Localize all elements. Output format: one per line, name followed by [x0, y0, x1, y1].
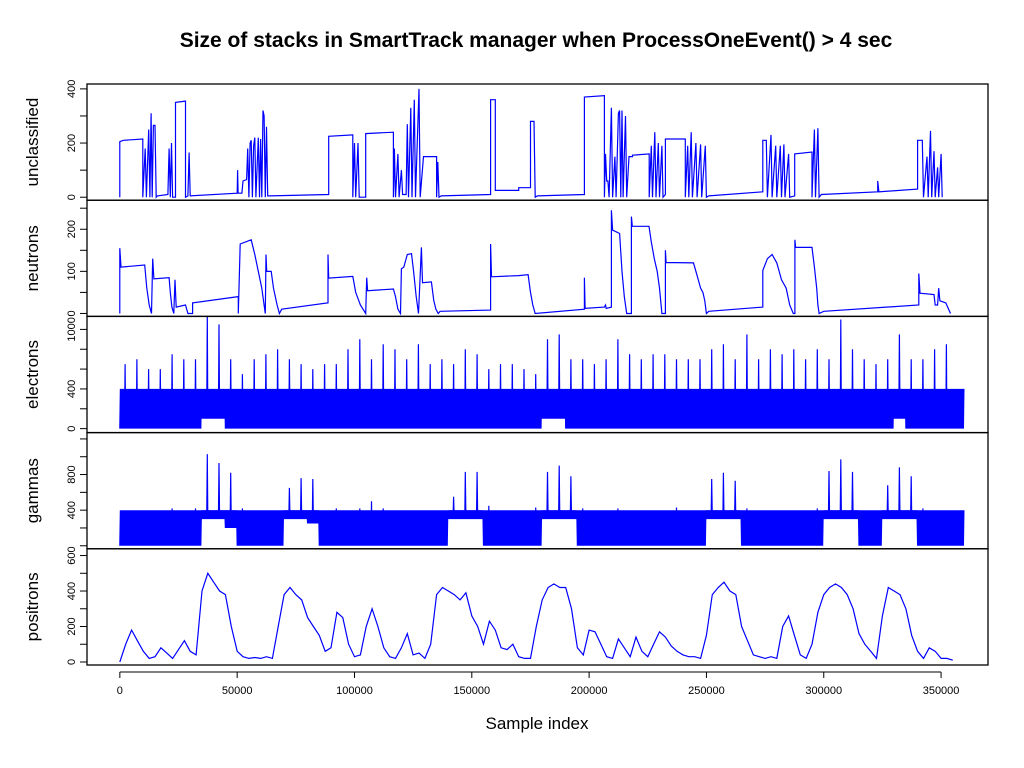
- x-tick-label: 50000: [222, 685, 253, 697]
- panel-electrons: 0 400 1000 electrons: [23, 315, 989, 434]
- x-tick-label: 150000: [453, 685, 490, 697]
- panel-frame: [86, 83, 989, 201]
- y-axis-label: unclassified: [23, 98, 42, 187]
- y-axis-label: neutrons: [23, 225, 42, 291]
- y-tick-label: 200: [66, 220, 78, 238]
- y-tick-label: 400: [66, 380, 78, 398]
- y-axis-label: positrons: [23, 572, 42, 641]
- x-tick-label: 250000: [688, 685, 725, 697]
- y-tick-label: 0: [66, 194, 78, 200]
- y-tick-label: 200: [66, 617, 78, 635]
- y-tick-label: 600: [66, 546, 78, 564]
- y-axis-label: gammas: [23, 458, 42, 523]
- x-tick-label: 200000: [571, 685, 608, 697]
- panel-gammas: 400 800 gammas: [23, 431, 989, 550]
- y-tick-label: 400: [66, 501, 78, 519]
- y-tick-label: 0: [66, 659, 78, 665]
- panel-frame: [86, 548, 989, 666]
- x-tick-label: 350000: [923, 685, 960, 697]
- y-tick-label: 200: [66, 134, 78, 152]
- series-line-neutrons: [119, 210, 952, 316]
- series-line-positrons: [119, 571, 953, 663]
- y-tick-label: 1000: [66, 317, 78, 341]
- series-line-gammas: [119, 454, 965, 546]
- y-tick-label: 400: [66, 582, 78, 600]
- x-tick-label: 300000: [805, 685, 842, 697]
- x-tick-label: 0: [117, 685, 123, 697]
- y-tick-label: 0: [66, 310, 78, 316]
- chart-title: Size of stacks in SmartTrack manager whe…: [180, 29, 893, 52]
- y-tick-label: 0: [66, 426, 78, 432]
- series-line-electrons: [119, 316, 965, 429]
- y-axis-label: electrons: [23, 340, 42, 409]
- x-axis-label: Sample index: [485, 714, 589, 733]
- series-line-unclassified: [119, 88, 943, 199]
- x-axis: 0 50000 100000 150000 200000 250000 300000 3500…: [117, 671, 960, 697]
- panel-positrons: 0 200 400 600 positrons: [23, 546, 989, 666]
- y-tick-label: 800: [66, 465, 78, 483]
- panel-unclassified: 0 200 400 unclassified: [23, 80, 989, 201]
- y-tick-label: 100: [66, 262, 78, 280]
- x-tick-label: 100000: [336, 685, 373, 697]
- panel-neutrons: 0 100 200 neutrons: [23, 199, 989, 318]
- y-tick-label: 400: [66, 80, 78, 98]
